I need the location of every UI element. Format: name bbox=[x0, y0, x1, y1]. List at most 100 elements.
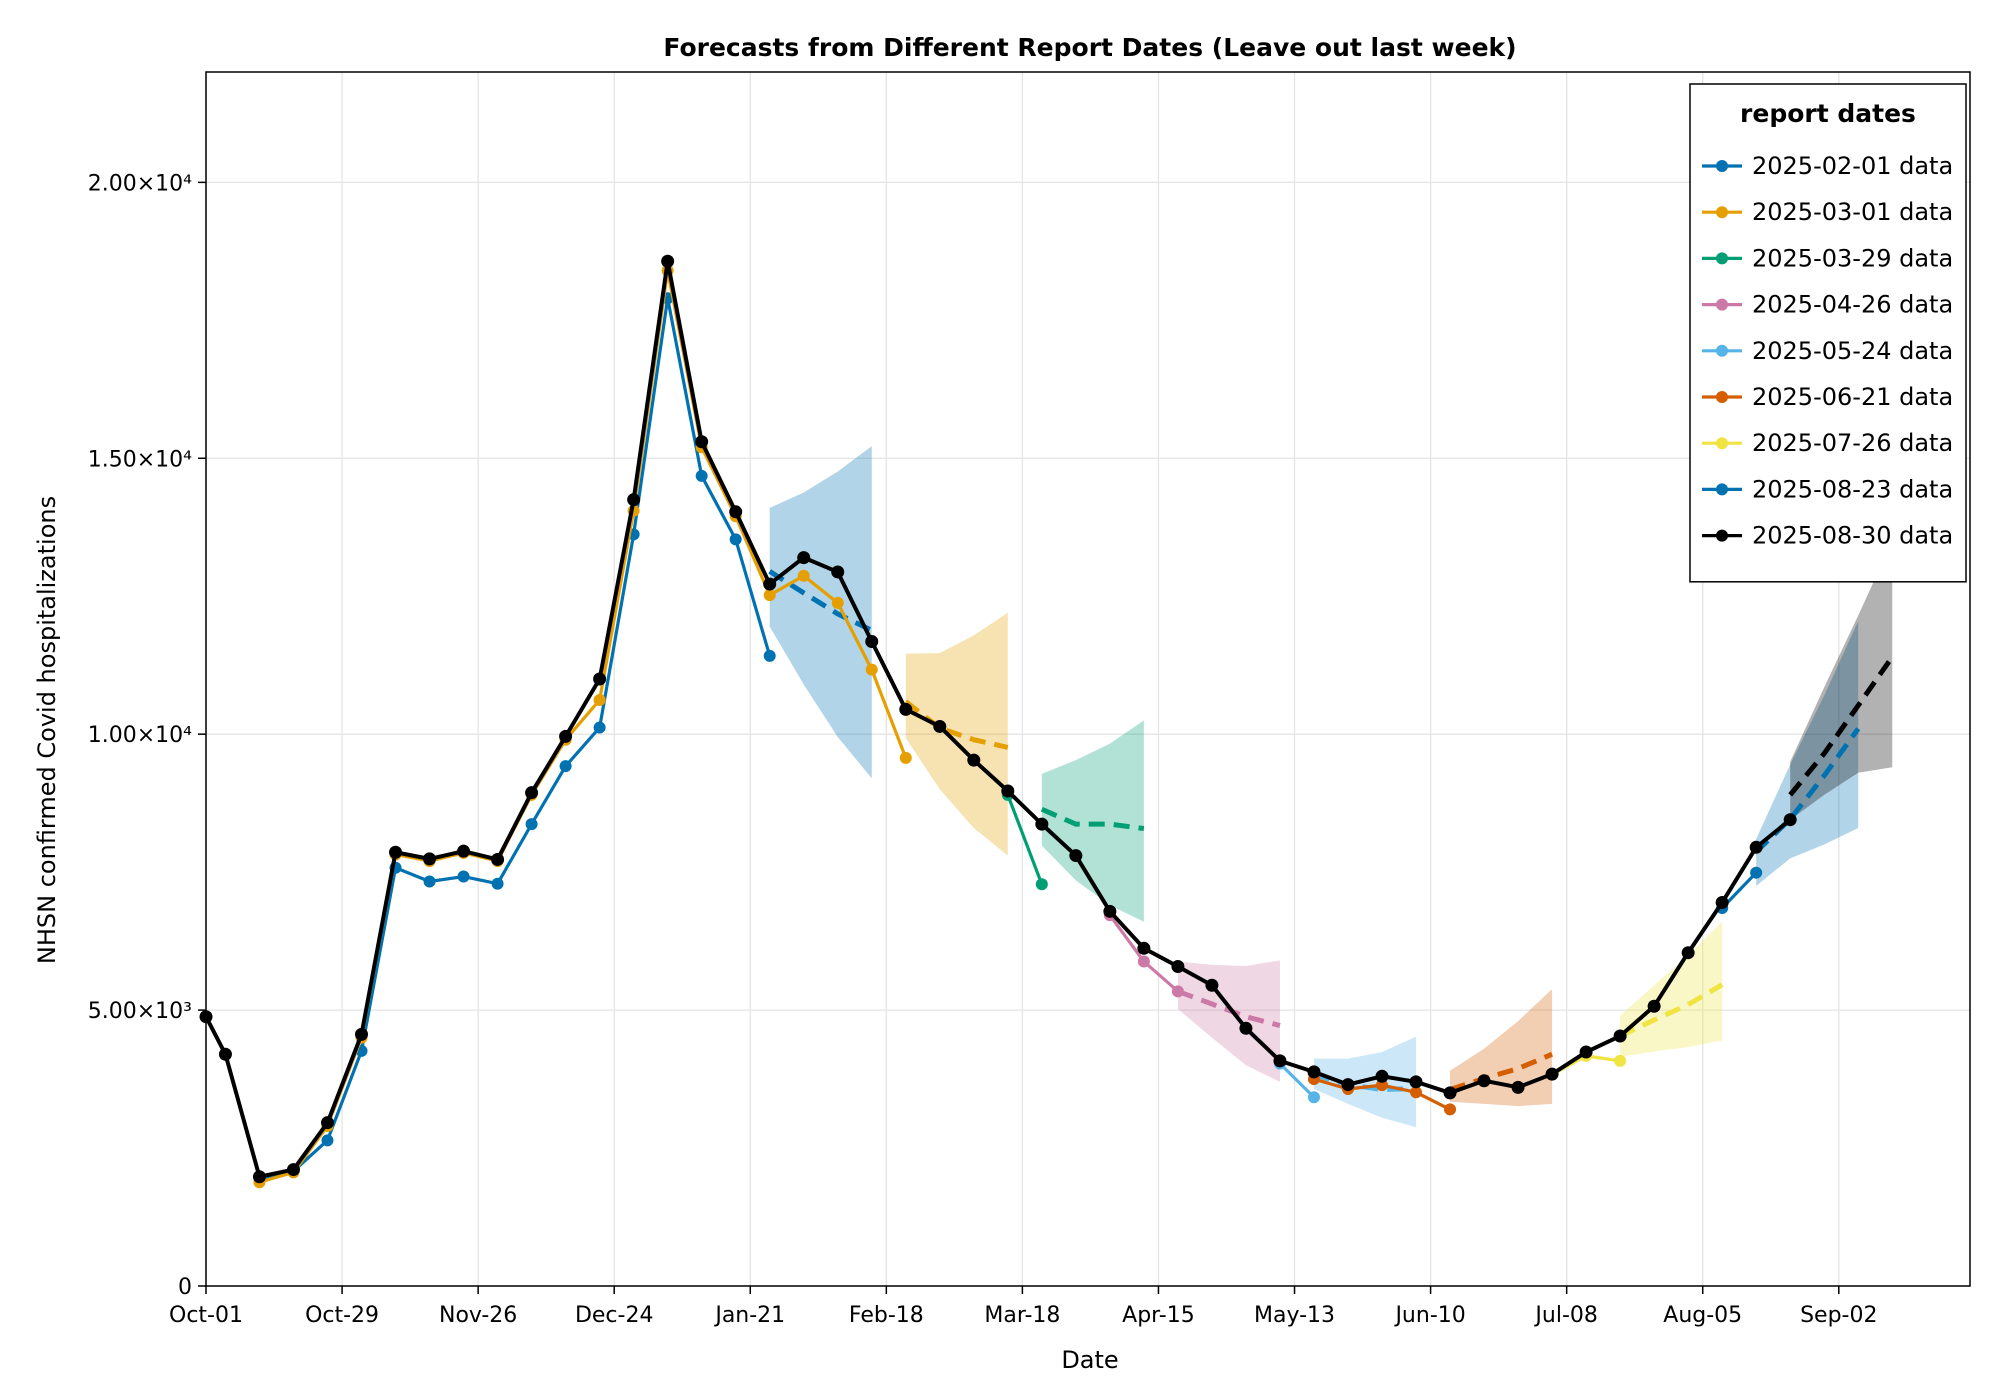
observed-point bbox=[695, 435, 709, 449]
observed-point bbox=[525, 818, 538, 831]
forecast-median-line-6 bbox=[1619, 982, 1724, 1039]
observed-point bbox=[1137, 941, 1151, 955]
x-axis-title: Date bbox=[1061, 1346, 1118, 1374]
forecast-median-line-1 bbox=[904, 699, 1009, 750]
axes: Forecasts from Different Report Dates (L… bbox=[33, 33, 1877, 1374]
observed-point bbox=[967, 753, 981, 767]
legend-label: 2025-03-01 data bbox=[1752, 198, 1953, 226]
x-tick-label: Oct-29 bbox=[305, 1303, 379, 1328]
observed-point bbox=[1647, 999, 1661, 1013]
observed-point bbox=[1069, 849, 1083, 863]
legend-label: 2025-08-23 data bbox=[1752, 475, 1953, 503]
observed-point bbox=[763, 589, 776, 602]
forecast-median-line-2 bbox=[1040, 806, 1145, 832]
x-tick-label: Jun-10 bbox=[1393, 1303, 1465, 1328]
forecast-band-5 bbox=[1450, 989, 1553, 1107]
observed-line-0 bbox=[259, 296, 772, 1180]
series-0 bbox=[253, 292, 873, 1185]
observed-point bbox=[1681, 946, 1695, 960]
observed-point bbox=[389, 845, 403, 859]
observed-point bbox=[321, 1134, 334, 1147]
observed-point bbox=[593, 672, 607, 686]
legend-swatch-marker bbox=[1716, 160, 1728, 172]
observed-point bbox=[252, 1170, 266, 1184]
legend-swatch-marker bbox=[1716, 298, 1728, 311]
forecast-band-0 bbox=[769, 446, 872, 779]
y-tick-label: 1.00×10⁴ bbox=[88, 723, 192, 748]
observed-point bbox=[593, 693, 606, 706]
forecast-band-2 bbox=[1041, 720, 1144, 922]
legend-swatch-marker bbox=[1716, 529, 1728, 542]
observed-point bbox=[1205, 978, 1219, 992]
legend-label: 2025-08-30 data bbox=[1752, 522, 1953, 550]
observed-point bbox=[491, 852, 505, 866]
observed-point bbox=[831, 596, 844, 609]
observed-point bbox=[1307, 1091, 1320, 1104]
plot-frame bbox=[205, 71, 1971, 1287]
x-tick-label: Oct-01 bbox=[169, 1303, 243, 1328]
x-tick-label: May-13 bbox=[1254, 1303, 1335, 1328]
x-tick-label: Nov-26 bbox=[439, 1303, 517, 1328]
legend-entry: 2025-07-26 data bbox=[1702, 429, 1953, 457]
observed-point bbox=[593, 721, 606, 734]
observed-point bbox=[1341, 1078, 1355, 1092]
observed-point bbox=[320, 1116, 334, 1130]
legend-label: 2025-04-26 data bbox=[1752, 291, 1953, 319]
forecast-bands bbox=[769, 446, 1893, 1128]
observed-point bbox=[729, 505, 743, 519]
observed-point bbox=[1137, 955, 1150, 968]
observed-point bbox=[865, 634, 879, 648]
x-tick-label: Dec-24 bbox=[575, 1303, 654, 1328]
observed-point bbox=[1035, 817, 1049, 831]
observed-point bbox=[1001, 784, 1015, 798]
x-tick-label: Apr-15 bbox=[1122, 1303, 1195, 1328]
observed-point bbox=[763, 577, 777, 591]
observed-point bbox=[729, 533, 742, 546]
observed-point bbox=[797, 569, 810, 582]
forecast-band-7 bbox=[1756, 621, 1859, 886]
observed-point bbox=[1545, 1067, 1559, 1081]
series-8 bbox=[199, 254, 1895, 1184]
observed-point bbox=[899, 702, 913, 716]
observed-point bbox=[525, 786, 539, 800]
forecast-median-line-8 bbox=[1788, 655, 1895, 797]
observed-point bbox=[695, 469, 708, 482]
observed-point bbox=[218, 1047, 232, 1061]
forecast-band-8 bbox=[1790, 541, 1893, 820]
observed-point bbox=[661, 254, 675, 268]
x-tick-label: Jan-21 bbox=[713, 1303, 785, 1328]
observed-point bbox=[286, 1163, 300, 1177]
observed-point bbox=[457, 870, 470, 883]
observed-point bbox=[933, 719, 947, 733]
forecast-band-6 bbox=[1620, 921, 1723, 1057]
legend-swatch-marker bbox=[1716, 391, 1728, 403]
observed-point bbox=[1307, 1065, 1321, 1079]
legend-entry: 2025-08-23 data bbox=[1702, 475, 1953, 503]
y-tick-label: 0 bbox=[178, 1275, 192, 1300]
observed-point bbox=[1273, 1054, 1287, 1068]
legend-label: 2025-07-26 data bbox=[1752, 429, 1953, 457]
observed-point bbox=[763, 649, 776, 662]
legend-label: 2025-02-01 data bbox=[1752, 152, 1953, 180]
legend-label: 2025-06-21 data bbox=[1752, 383, 1953, 411]
y-axis-title: NHSN confirmed Covid hospitalizations bbox=[33, 496, 61, 964]
legend-entry: 2025-03-29 data bbox=[1702, 244, 1953, 272]
observed-point bbox=[1409, 1075, 1423, 1089]
legend-entry: 2025-04-26 data bbox=[1702, 291, 1953, 319]
legend-label: 2025-03-29 data bbox=[1752, 244, 1953, 272]
observed-point bbox=[1171, 959, 1185, 973]
chart-title: Forecasts from Different Report Dates (L… bbox=[663, 33, 1516, 62]
observed-point bbox=[1749, 840, 1763, 854]
observed-point bbox=[491, 877, 504, 890]
series-5 bbox=[1307, 1051, 1554, 1116]
observed-point bbox=[899, 751, 912, 764]
observed-point bbox=[1376, 1079, 1388, 1092]
forecast-median-line-5 bbox=[1449, 1051, 1554, 1092]
y-tick-label: 1.50×10⁴ bbox=[88, 447, 192, 472]
observed-point bbox=[1715, 895, 1729, 909]
observed-point bbox=[627, 493, 641, 507]
x-tick-label: Jul-08 bbox=[1533, 1303, 1597, 1328]
series-lines bbox=[199, 254, 1895, 1189]
